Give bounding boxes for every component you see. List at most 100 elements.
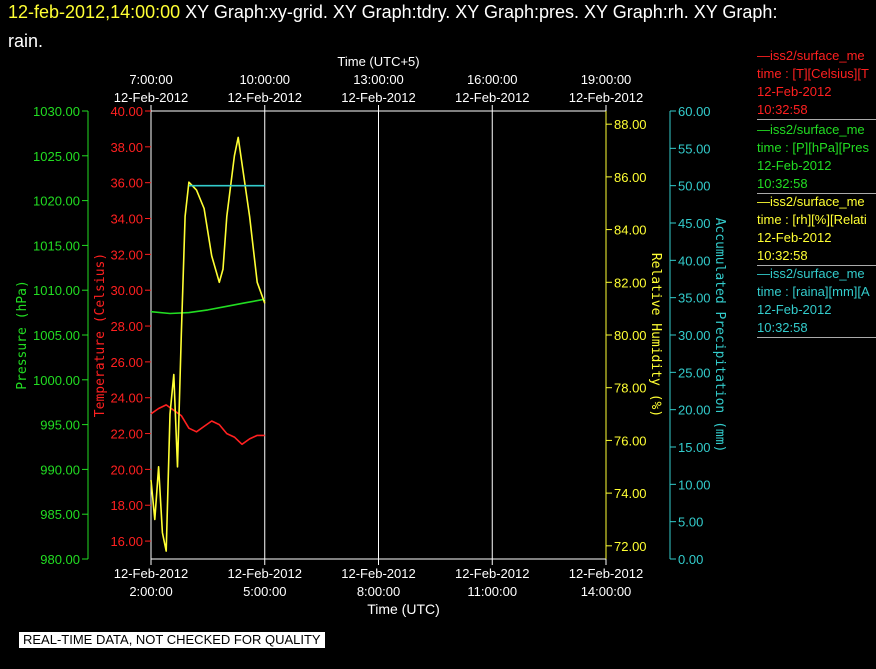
quality-notice: REAL-TIME DATA, NOT CHECKED FOR QUALITY [19,632,325,648]
humidity-tick-label: 76.00 [614,433,647,448]
x-top-tick-time: 10:00:00 [239,72,290,87]
x-bottom-tick-time: 8:00:00 [357,584,400,599]
precip-tick-label: 55.00 [678,141,711,156]
legend-entry-text: 12-Feb-2012 [757,158,832,173]
precip-tick-label: 25.00 [678,365,711,380]
series-line-pressure [150,298,265,315]
temperature-tick-label: 26.00 [110,355,143,370]
temperature-tick-label: 34.00 [110,212,143,227]
precip-tick-label: 45.00 [678,216,711,231]
humidity-tick-label: 88.00 [614,117,647,132]
precip-tick-label: 0.00 [678,552,703,567]
legend-entry-text: 10:32:58 [757,248,808,263]
title-graph-list: XY Graph:xy-grid. XY Graph:tdry. XY Grap… [180,2,778,22]
pressure-tick-label: 985.00 [40,507,80,522]
legend-entry-text: —iss2/surface_me [757,266,865,281]
humidity-tick-label: 86.00 [614,170,647,185]
temperature-tick-label: 24.00 [110,391,143,406]
x-bottom-tick-date: 12-Feb-2012 [455,566,529,581]
pressure-tick-label: 1025.00 [33,149,80,164]
pressure-tick-label: 995.00 [40,418,80,433]
precip-tick-label: 40.00 [678,253,711,268]
series-line-temperature [150,404,265,446]
title-timestamp: 12-feb-2012,14:00:00 [8,2,181,22]
legend-entry-text: time : [raina][mm][A [757,284,870,299]
temperature-tick-label: 40.00 [110,104,143,119]
precip-tick-label: 20.00 [678,403,711,418]
temperature-tick-label: 32.00 [110,247,143,262]
x-bottom-tick-time: 5:00:00 [243,584,286,599]
pressure-tick-label: 1015.00 [33,238,80,253]
pressure-tick-label: 990.00 [40,462,80,477]
precip-tick-label: 60.00 [678,104,711,119]
legend-entry-text: 12-Feb-2012 [757,302,832,317]
humidity-tick-label: 84.00 [614,223,647,238]
legend-entry-text: 10:32:58 [757,176,808,191]
temperature-tick-label: 36.00 [110,176,143,191]
legend-entry-text: time : [P][hPa][Pres [757,140,869,155]
temperature-tick-label: 16.00 [110,534,143,549]
humidity-tick-label: 82.00 [614,275,647,290]
x-top-tick-date: 12-Feb-2012 [455,90,529,105]
humidity-tick-label: 80.00 [614,328,647,343]
pressure-tick-label: 1005.00 [33,328,80,343]
x-bottom-axis-title: Time (UTC) [367,601,440,617]
temperature-tick-label: 18.00 [110,498,143,513]
legend-entry-text: —iss2/surface_me [757,194,865,209]
legend-entry-text: 12-Feb-2012 [757,230,832,245]
x-bottom-tick-date: 12-Feb-2012 [228,566,302,581]
humidity-tick-label: 78.00 [614,381,647,396]
x-bottom-tick-time: 2:00:00 [129,584,172,599]
pressure-tick-label: 1000.00 [33,373,80,388]
x-bottom-tick-date: 12-Feb-2012 [341,566,415,581]
temperature-tick-label: 30.00 [110,283,143,298]
precip-tick-label: 15.00 [678,440,711,455]
x-top-tick-time: 19:00:00 [581,72,632,87]
temperature-tick-label: 20.00 [110,462,143,477]
precip-axis-label: Accumulated Precipitation (mm) [712,218,727,453]
precip-tick-label: 5.00 [678,515,703,530]
pressure-tick-label: 1010.00 [33,283,80,298]
window-title-line-2: rain. [8,31,44,51]
legend-entry-text: —iss2/surface_me [757,48,865,63]
temperature-tick-label: 28.00 [110,319,143,334]
x-top-axis-title: Time (UTC+5) [337,54,419,69]
x-bottom-tick-date: 12-Feb-2012 [569,566,643,581]
precip-tick-label: 35.00 [678,291,711,306]
x-top-tick-time: 16:00:00 [467,72,518,87]
x-top-tick-date: 12-Feb-2012 [228,90,302,105]
series-line-humidity [150,136,266,552]
x-bottom-tick-time: 11:00:00 [467,584,517,599]
humidity-tick-label: 72.00 [614,539,647,554]
legend-entry-text: time : [rh][%][Relati [757,212,867,227]
x-top-tick-date: 12-Feb-2012 [569,90,643,105]
precip-tick-label: 50.00 [678,179,711,194]
x-bottom-tick-time: 14:00:00 [581,584,632,599]
x-bottom-tick-date: 12-Feb-2012 [114,566,188,581]
precip-tick-label: 30.00 [678,328,711,343]
pressure-tick-label: 1030.00 [33,104,80,119]
pressure-axis-label: Pressure (hPa) [15,280,30,390]
x-top-tick-date: 12-Feb-2012 [341,90,415,105]
legend-entry-text: 10:32:58 [757,320,808,335]
temperature-tick-label: 38.00 [110,140,143,155]
window-title-line-1: 12-feb-2012,14:00:00 XY Graph:xy-grid. X… [8,2,777,23]
legend-entry-text: 10:32:58 [757,102,808,117]
legend-entry-text: 12-Feb-2012 [757,84,832,99]
temperature-axis-label: Temperature (Celsius) [93,253,108,417]
legend-entry-text: —iss2/surface_me [757,122,865,137]
x-top-tick-time: 7:00:00 [129,72,172,87]
pressure-tick-label: 980.00 [40,552,80,567]
humidity-axis-label: Relative Humidity (%) [648,253,663,417]
x-top-tick-time: 13:00:00 [353,72,404,87]
temperature-tick-label: 22.00 [110,427,143,442]
pressure-tick-label: 1020.00 [33,194,80,209]
precip-tick-label: 10.00 [678,477,711,492]
x-top-tick-date: 12-Feb-2012 [114,90,188,105]
legend-entry-text: time : [T][Celsius][T [757,66,869,81]
